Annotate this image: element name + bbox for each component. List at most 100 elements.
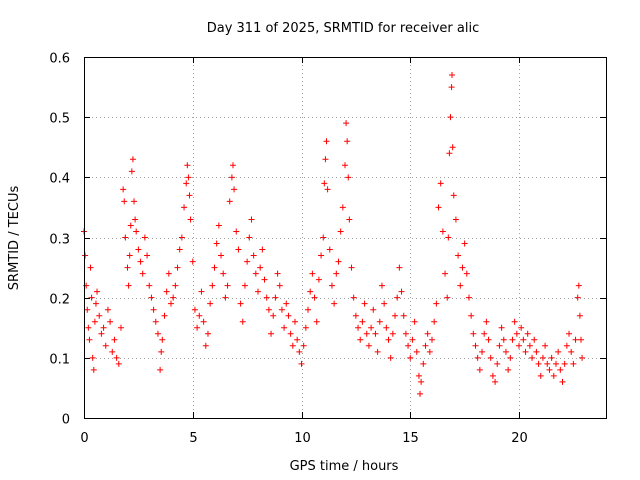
data-point	[470, 330, 477, 337]
plot-frame	[84, 57, 607, 419]
data-point	[181, 204, 188, 211]
data-point	[281, 324, 288, 331]
data-point	[222, 294, 229, 301]
data-point	[318, 252, 325, 259]
data-point	[204, 330, 211, 337]
data-point	[537, 372, 544, 379]
data-point	[191, 306, 198, 313]
data-point	[550, 372, 557, 379]
data-point	[174, 264, 181, 271]
data-point	[96, 312, 103, 319]
data-point	[255, 288, 261, 295]
data-point	[161, 312, 168, 319]
data-point	[313, 318, 320, 325]
data-point	[385, 336, 392, 343]
data-point	[405, 342, 412, 349]
y-axis-title: SRMTID / TECUs	[7, 186, 22, 291]
data-point	[348, 264, 355, 271]
data-point	[326, 246, 333, 253]
data-point	[85, 324, 92, 331]
data-point	[474, 354, 481, 361]
data-point	[400, 312, 407, 319]
data-point	[520, 336, 527, 343]
data-point	[131, 198, 138, 205]
data-point	[346, 216, 353, 223]
data-point	[88, 294, 95, 301]
data-point	[170, 294, 177, 301]
data-point	[444, 294, 451, 301]
data-point	[122, 234, 129, 241]
data-point	[455, 252, 462, 259]
data-point	[102, 342, 109, 349]
data-point	[231, 186, 238, 193]
data-point	[459, 264, 466, 271]
data-point	[492, 378, 499, 385]
data-point	[320, 234, 327, 241]
data-point	[555, 348, 562, 355]
data-point	[343, 120, 350, 127]
data-point	[176, 246, 183, 253]
data-point	[363, 330, 370, 337]
data-point	[207, 300, 214, 307]
data-point	[335, 258, 342, 265]
data-point	[129, 156, 136, 163]
y-tick-label: 0.5	[49, 112, 70, 127]
x-tick-label: 0	[80, 431, 88, 446]
data-point	[570, 360, 577, 367]
data-point	[463, 270, 470, 277]
data-point	[445, 234, 452, 241]
data-point	[476, 366, 483, 373]
data-point	[211, 264, 218, 271]
data-point	[531, 336, 538, 343]
data-point	[526, 342, 533, 349]
data-point	[86, 336, 93, 343]
data-point	[387, 354, 394, 361]
data-point	[272, 294, 279, 301]
data-point	[139, 270, 146, 277]
data-point	[496, 342, 503, 349]
data-point	[557, 366, 564, 373]
data-point	[413, 348, 420, 355]
data-point	[548, 354, 555, 361]
data-point	[296, 348, 303, 355]
data-point	[579, 354, 586, 361]
x-axis-title: GPS time / hours	[290, 459, 399, 474]
data-point	[552, 360, 559, 367]
data-point	[241, 282, 248, 289]
data-point	[357, 336, 364, 343]
data-point	[298, 360, 305, 367]
data-point	[213, 240, 220, 247]
data-point	[146, 282, 153, 289]
data-point	[183, 180, 190, 187]
data-point	[472, 342, 479, 349]
data-point	[563, 342, 570, 349]
data-point	[84, 306, 91, 313]
x-tick-label: 20	[511, 431, 528, 446]
data-point	[82, 252, 89, 259]
data-point	[439, 228, 446, 235]
data-point	[449, 72, 456, 79]
data-point	[224, 282, 231, 289]
data-point	[268, 330, 275, 337]
data-point	[566, 330, 573, 337]
data-point	[524, 330, 531, 337]
data-point	[398, 288, 405, 295]
data-point	[328, 282, 335, 289]
y-tick-label: 0	[62, 413, 70, 428]
data-point	[576, 312, 583, 319]
data-point	[261, 276, 268, 283]
data-point	[125, 282, 132, 289]
data-point	[311, 294, 318, 301]
grid	[84, 57, 606, 418]
data-point	[381, 300, 388, 307]
data-point	[321, 180, 328, 187]
data-point	[331, 300, 338, 307]
data-point	[246, 234, 253, 241]
data-point	[120, 186, 127, 193]
data-point	[378, 282, 385, 289]
data-point	[237, 300, 244, 307]
data-point	[370, 306, 377, 313]
data-point	[431, 318, 438, 325]
data-point	[302, 324, 309, 331]
data-point	[126, 252, 133, 259]
